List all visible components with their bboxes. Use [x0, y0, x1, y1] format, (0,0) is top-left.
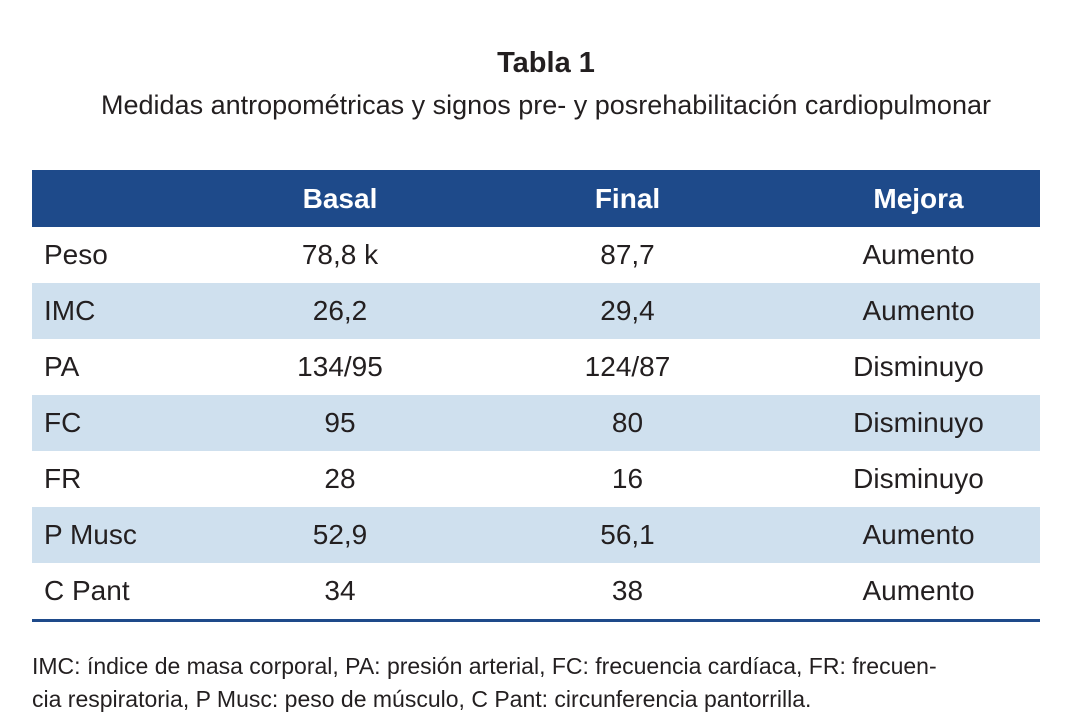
- final-cell: 16: [611, 463, 644, 494]
- mejora-cell: Disminuyo: [853, 463, 984, 494]
- basal-cell: 28: [324, 463, 356, 494]
- mejora-cell: Aumento: [797, 507, 1040, 563]
- footnote-line: IMC: índice de masa corporal, PA: presió…: [32, 653, 937, 679]
- final-cell: 29,4: [458, 283, 797, 339]
- mejora-cell: Disminuyo: [853, 351, 984, 382]
- row-label: IMC: [32, 283, 222, 339]
- table-row: FC 95 80 Disminuyo: [32, 395, 1040, 451]
- table-row: P Musc 52,9 56,1 Aumento: [32, 507, 1040, 563]
- basal-cell: 134/95: [297, 351, 383, 382]
- basal-cell: 78,8 k: [301, 239, 379, 270]
- table-row: C Pant 34 38 Aumento: [32, 563, 1040, 622]
- footnote-line: cia respiratoria, P Musc: peso de múscul…: [32, 686, 812, 712]
- final-cell: 80: [458, 395, 797, 451]
- mejora-cell: Aumento: [797, 283, 1040, 339]
- mejora-cell: Aumento: [797, 563, 1040, 622]
- basal-cell: 34: [222, 563, 458, 622]
- mejora-cell: Aumento: [862, 239, 975, 270]
- row-label: Peso: [44, 239, 108, 270]
- final-cell: 56,1: [458, 507, 797, 563]
- final-cell: 124/87: [584, 351, 671, 382]
- table-footnote: IMC: índice de masa corporal, PA: presió…: [32, 650, 1052, 716]
- row-label: PA: [44, 351, 80, 382]
- header-cell-mejora: Mejora: [797, 170, 1040, 227]
- row-label: P Musc: [32, 507, 222, 563]
- table-row: Peso 78,8 k 87,7 Aumento: [32, 227, 1040, 283]
- table-row: PA 134/95 124/87 Disminuyo: [32, 339, 1040, 395]
- data-table: Basal Final Mejora Peso 78,8 k 87,7 Aume…: [32, 170, 1040, 622]
- table-row: FR 28 16 Disminuyo: [32, 451, 1040, 507]
- mejora-cell: Disminuyo: [797, 395, 1040, 451]
- table-title: Tabla 1: [497, 47, 595, 79]
- basal-cell: 26,2: [222, 283, 458, 339]
- final-cell: 87,7: [600, 239, 655, 270]
- header-cell-empty: [32, 170, 222, 227]
- basal-cell: 95: [222, 395, 458, 451]
- table-header-row: Basal Final Mejora: [32, 170, 1040, 227]
- basal-cell: 52,9: [222, 507, 458, 563]
- table-row: IMC 26,2 29,4 Aumento: [32, 283, 1040, 339]
- table-subtitle: Medidas antropométricas y signos pre- y …: [101, 90, 991, 120]
- header-cell-final: Final: [458, 170, 797, 227]
- final-cell: 38: [458, 563, 797, 622]
- row-label: FC: [32, 395, 222, 451]
- header-cell-basal: Basal: [222, 170, 458, 227]
- row-label: FR: [44, 463, 82, 494]
- row-label: C Pant: [32, 563, 222, 622]
